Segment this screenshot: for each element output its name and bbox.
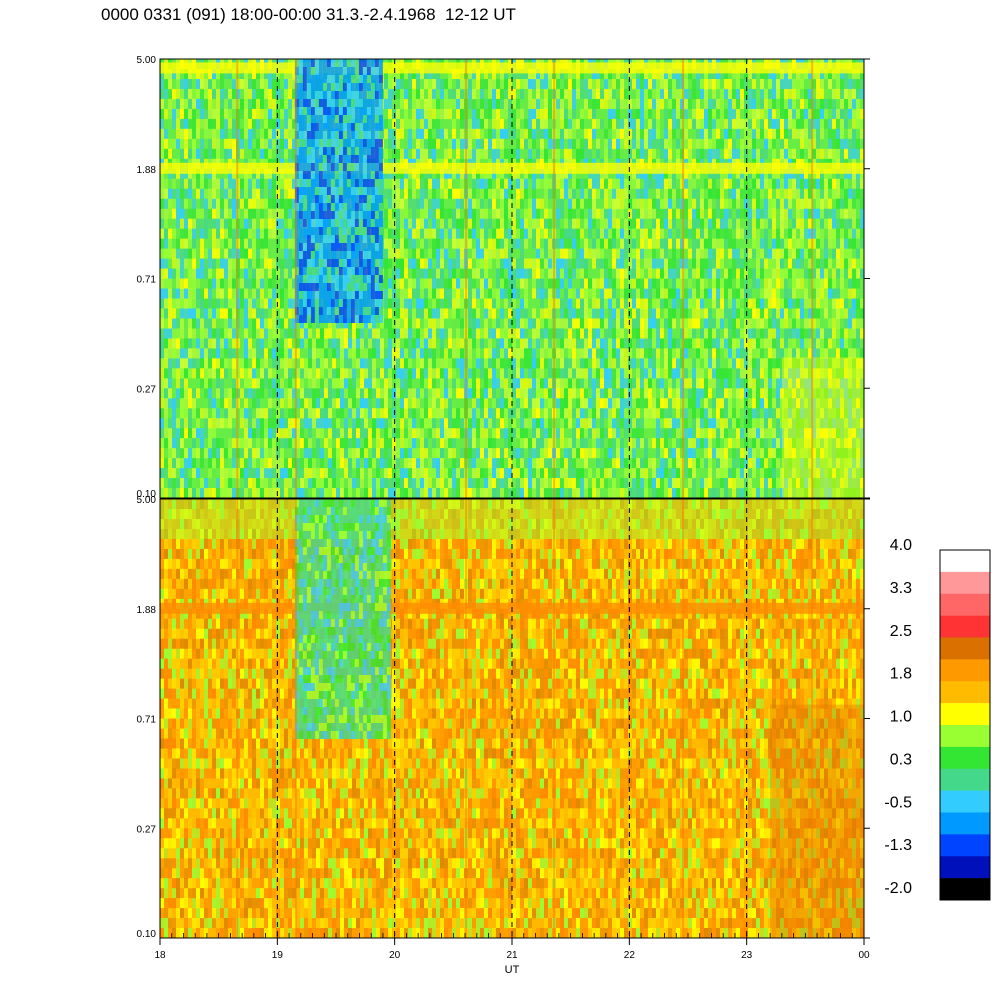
spike-line [236, 499, 239, 938]
x-tick-label: 22 [624, 950, 636, 961]
y-tick-label: 0.71 [137, 275, 157, 286]
y-tick-label: 0.10 [137, 489, 157, 500]
late-intensification [770, 704, 864, 938]
spike-line [553, 59, 556, 498]
x-tick-label: 23 [741, 950, 753, 961]
bright-band [160, 62, 864, 74]
depletion-region [294, 499, 391, 739]
colorbar-label: 2.5 [890, 623, 912, 640]
x-tick-label: 21 [506, 950, 518, 961]
x-tick-label: 00 [858, 950, 870, 961]
colorbar-swatch [940, 878, 990, 901]
y-tick-label: 1.88 [137, 165, 157, 176]
spike-line [811, 59, 814, 498]
colorbar-swatch [940, 637, 990, 660]
colorbar-swatch [940, 703, 990, 726]
colorbar-swatch [940, 812, 990, 835]
spike-line [553, 499, 556, 938]
colorbar-label: 1.8 [890, 666, 912, 683]
chart-title: 0000 0331 (091) 18:00-00:00 31.3.-2.4.19… [101, 5, 516, 24]
panel-top: 5.00 1.88 0.71 0.27 0.10 [137, 55, 870, 500]
colorbar-label: 1.0 [890, 709, 912, 726]
x-axis-title: UT [505, 964, 520, 976]
colorbar-label: -1.3 [884, 837, 912, 854]
colorbar-label: 3.3 [890, 580, 912, 597]
x-tick-label: 18 [154, 950, 166, 961]
colorbar-label: 4.0 [890, 537, 912, 554]
colorbar-swatch [940, 593, 990, 616]
y-tick-label: 0.27 [137, 384, 157, 395]
axes-layer: 18 19 20 21 22 23 00 UT [154, 933, 870, 976]
colorbar-swatch [940, 550, 990, 573]
colorbar-frame [939, 549, 991, 901]
spike-line [682, 499, 685, 938]
colorbar-label: -0.5 [884, 794, 912, 811]
colorbar-swatch [940, 725, 990, 748]
spike-line [465, 59, 468, 498]
panel-bottom: 5.00 1.88 0.71 0.27 0.10 [137, 495, 870, 940]
spike-line [465, 499, 468, 938]
x-tick-label: 19 [272, 950, 284, 961]
colorbar-swatch [940, 856, 990, 879]
y-tick-label: 5.00 [137, 55, 157, 66]
colorbar-swatch [940, 659, 990, 682]
y-tick-label: 5.00 [137, 495, 157, 506]
colorbar-swatch [940, 768, 990, 791]
colorbar-swatch [940, 834, 990, 857]
colorbar-swatch [940, 571, 990, 595]
colorbar-swatch [940, 681, 990, 704]
colorbar: 4.0 3.3 2.5 1.8 1.0 0.3 -0.5 -1.3 -2.0 [884, 537, 991, 901]
spike-line [294, 499, 297, 938]
colorbar-label: 0.3 [890, 751, 912, 768]
y-tick-label: 0.10 [137, 929, 157, 940]
spike-line [294, 59, 297, 498]
late-brightening [781, 357, 864, 498]
spike-line [236, 59, 239, 498]
y-tick-label: 1.88 [137, 605, 157, 616]
spike-line [682, 59, 685, 498]
y-tick-label: 0.71 [137, 715, 157, 726]
panels-layer: 5.001.880.710.270.105.001.880.710.270.10 [137, 55, 870, 940]
colorbar-swatch [940, 746, 990, 770]
spike-line [811, 499, 814, 938]
colorbar-swatch [940, 615, 990, 638]
colorbar-label: -2.0 [884, 880, 912, 897]
depletion-region [294, 59, 383, 323]
y-tick-label: 0.27 [137, 824, 157, 835]
x-tick-label: 20 [389, 950, 401, 961]
colorbar-swatch [940, 790, 990, 813]
